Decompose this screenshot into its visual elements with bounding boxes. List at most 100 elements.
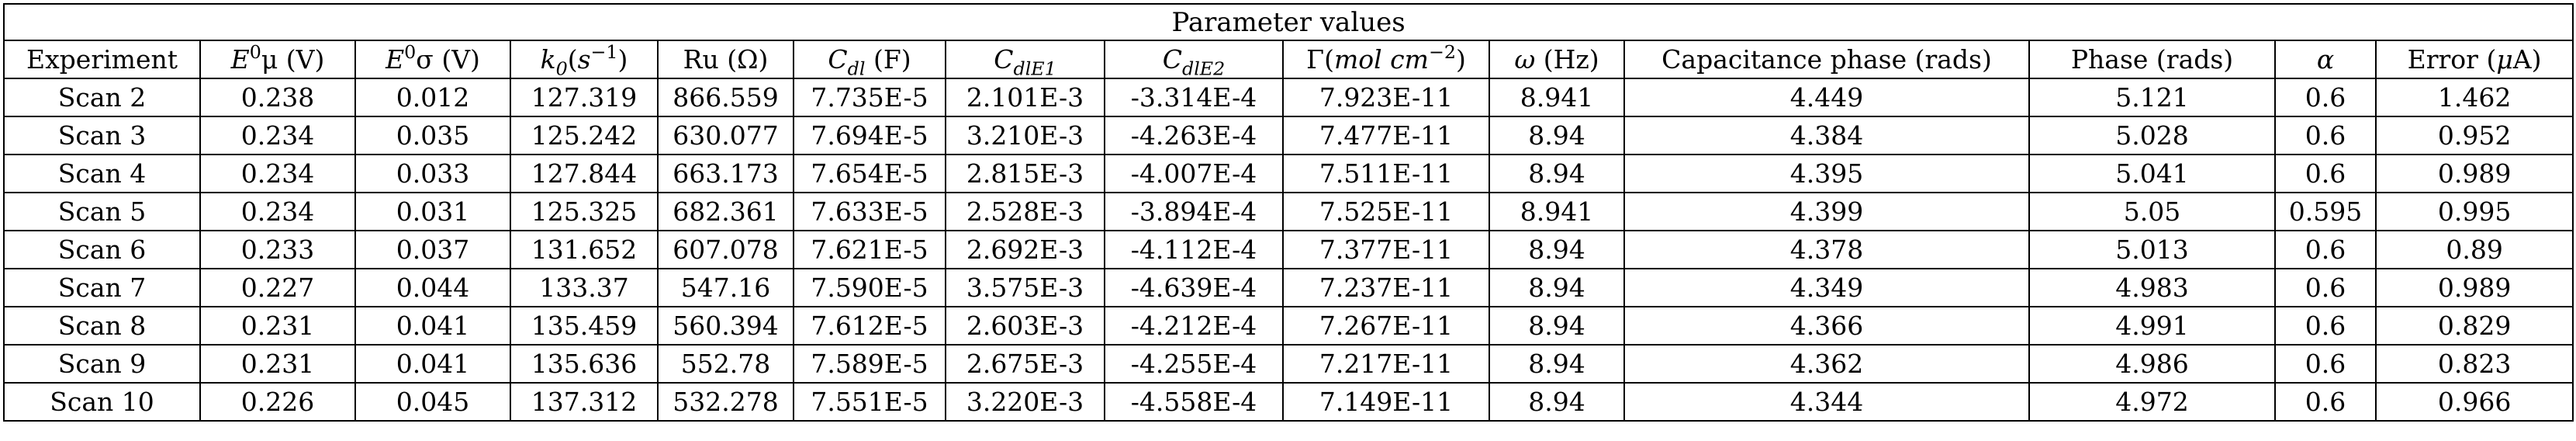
cell-cap_phase: 4.378 [1623, 230, 2030, 269]
table-row: Scan 8 0.231 0.041 135.459 560.394 7.612E-5 2.… [3, 306, 2574, 346]
cell-experiment: Scan 4 [3, 154, 201, 193]
cell-gamma: 7.525E-11 [1282, 192, 1490, 231]
cell-alpha: 0.6 [2274, 78, 2377, 117]
cell-experiment: Scan 8 [3, 306, 201, 346]
cell-omega: 8.94 [1489, 230, 1625, 269]
cell-e0mu: 0.233 [199, 230, 356, 269]
cell-k0: 125.242 [510, 116, 659, 155]
cell-error: 0.966 [2374, 382, 2574, 422]
cell-cdle2: -4.007E-4 [1104, 154, 1284, 193]
cell-cap_phase: 4.362 [1623, 344, 2030, 384]
cell-ru: 547.16 [657, 268, 794, 307]
cell-omega: 8.94 [1489, 382, 1625, 422]
table-row: Scan 2 0.238 0.012 127.319 866.559 7.735E-5 2.… [3, 78, 2574, 117]
cell-phase: 5.028 [2028, 116, 2276, 155]
cell-alpha: 0.6 [2274, 230, 2377, 269]
cell-omega: 8.94 [1489, 306, 1625, 346]
column-header-experiment: Experiment [3, 40, 201, 79]
caption-row: Parameter values [2, 3, 2574, 41]
cell-e0mu: 0.234 [199, 192, 356, 231]
cell-gamma: 7.237E-11 [1282, 268, 1490, 307]
table-row: Scan 4 0.234 0.033 127.844 663.173 7.654E-5 2.… [3, 154, 2574, 193]
cell-alpha: 0.6 [2274, 306, 2377, 346]
table-row: Scan 5 0.234 0.031 125.325 682.361 7.633E-5 2.… [3, 192, 2574, 231]
cell-e0sigma: 0.045 [354, 382, 511, 422]
cell-ru: 630.077 [657, 116, 794, 155]
cell-cdl: 7.612E-5 [793, 306, 946, 346]
column-header-ru: Ru (Ω) [657, 40, 794, 79]
cell-experiment: Scan 2 [3, 78, 201, 117]
table-row: Scan 10 0.226 0.045 137.312 532.278 7.551E-5 3… [3, 382, 2574, 422]
cell-alpha: 0.6 [2274, 154, 2377, 193]
cell-experiment: Scan 7 [3, 268, 201, 307]
cell-e0mu: 0.231 [199, 306, 356, 346]
cell-experiment: Scan 9 [3, 344, 201, 384]
cell-ru: 866.559 [657, 78, 794, 117]
cell-omega: 8.94 [1489, 344, 1625, 384]
cell-cap_phase: 4.349 [1623, 268, 2030, 307]
parameter-values-table: Parameter values Experiment E0μ (V) E0σ (V… [2, 3, 2574, 422]
cell-e0sigma: 0.041 [354, 306, 511, 346]
cell-e0sigma: 0.041 [354, 344, 511, 384]
cell-cdl: 7.589E-5 [793, 344, 946, 384]
cell-error: 0.89 [2374, 230, 2574, 269]
cell-omega: 8.94 [1489, 268, 1625, 307]
cell-cap_phase: 4.384 [1623, 116, 2030, 155]
cell-phase: 5.121 [2028, 78, 2276, 117]
column-header-omega: ω (Hz) [1489, 40, 1625, 79]
cell-e0mu: 0.234 [199, 154, 356, 193]
cell-cdle1: 3.220E-3 [945, 382, 1105, 422]
cell-cap_phase: 4.366 [1623, 306, 2030, 346]
cell-cdle1: 2.603E-3 [945, 306, 1105, 346]
cell-cdle1: 2.692E-3 [945, 230, 1105, 269]
cell-phase: 5.05 [2028, 192, 2276, 231]
cell-e0mu: 0.227 [199, 268, 356, 307]
cell-ru: 682.361 [657, 192, 794, 231]
cell-k0: 127.319 [510, 78, 659, 117]
cell-cdle2: -4.212E-4 [1104, 306, 1284, 346]
cell-phase: 4.972 [2028, 382, 2276, 422]
cell-e0mu: 0.234 [199, 116, 356, 155]
cell-cdle2: -4.263E-4 [1104, 116, 1284, 155]
column-header-error: Error (μA) [2374, 40, 2574, 79]
cell-cdle2: -4.112E-4 [1104, 230, 1284, 269]
cell-error: 1.462 [2374, 78, 2574, 117]
column-header-cdl: Cdl (F) [793, 40, 946, 79]
cell-error: 0.989 [2374, 154, 2574, 193]
table-caption: Parameter values [2, 3, 2574, 41]
cell-cdle1: 2.528E-3 [945, 192, 1105, 231]
cell-cap_phase: 4.449 [1623, 78, 2030, 117]
cell-k0: 135.636 [510, 344, 659, 384]
column-header-cap_phase: Capacitance phase (rads) [1623, 40, 2030, 79]
cell-cap_phase: 4.344 [1623, 382, 2030, 422]
cell-phase: 5.041 [2028, 154, 2276, 193]
cell-phase: 4.991 [2028, 306, 2276, 346]
cell-k0: 131.652 [510, 230, 659, 269]
cell-cdle1: 2.675E-3 [945, 344, 1105, 384]
cell-e0mu: 0.231 [199, 344, 356, 384]
cell-experiment: Scan 10 [3, 382, 201, 422]
cell-phase: 5.013 [2028, 230, 2276, 269]
cell-gamma: 7.149E-11 [1282, 382, 1490, 422]
cell-cdle2: -3.314E-4 [1104, 78, 1284, 117]
table-body: Scan 2 0.238 0.012 127.319 866.559 7.735E-5 2.… [3, 78, 2574, 422]
table-row: Scan 7 0.227 0.044 133.37 547.16 7.590E-5 3.57… [3, 268, 2574, 307]
cell-gamma: 7.377E-11 [1282, 230, 1490, 269]
cell-gamma: 7.267E-11 [1282, 306, 1490, 346]
cell-cap_phase: 4.399 [1623, 192, 2030, 231]
cell-cdle1: 2.815E-3 [945, 154, 1105, 193]
cell-error: 0.829 [2374, 306, 2574, 346]
cell-omega: 8.941 [1489, 192, 1625, 231]
cell-e0mu: 0.226 [199, 382, 356, 422]
column-header-phase: Phase (rads) [2028, 40, 2276, 79]
cell-cdl: 7.551E-5 [793, 382, 946, 422]
cell-alpha: 0.6 [2274, 268, 2377, 307]
cell-alpha: 0.6 [2274, 382, 2377, 422]
cell-k0: 135.459 [510, 306, 659, 346]
cell-gamma: 7.511E-11 [1282, 154, 1490, 193]
cell-cdle2: -4.639E-4 [1104, 268, 1284, 307]
cell-cdl: 7.694E-5 [793, 116, 946, 155]
cell-error: 0.989 [2374, 268, 2574, 307]
cell-ru: 552.78 [657, 344, 794, 384]
cell-cdl: 7.735E-5 [793, 78, 946, 117]
